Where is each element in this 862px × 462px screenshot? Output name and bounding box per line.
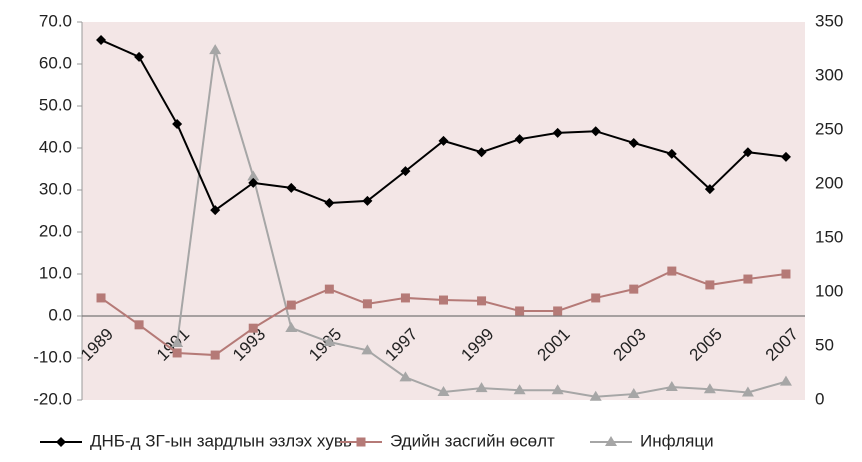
y2-tick-label: 200	[815, 173, 843, 192]
point	[56, 437, 66, 447]
point	[171, 336, 184, 347]
point	[247, 170, 260, 181]
point	[400, 166, 411, 177]
y-tick-label: 10.0	[39, 263, 72, 282]
y-tick-label: 0.0	[48, 305, 72, 324]
point	[248, 177, 259, 188]
point	[779, 375, 792, 386]
point	[476, 147, 487, 158]
point	[705, 280, 715, 290]
point	[513, 384, 526, 395]
point	[286, 300, 296, 310]
point	[134, 320, 144, 330]
y-tick-label: 20.0	[39, 221, 72, 240]
point	[210, 350, 220, 360]
point	[553, 306, 563, 316]
point	[324, 284, 334, 294]
point	[629, 284, 639, 294]
point	[666, 148, 677, 159]
point	[356, 437, 366, 447]
point	[323, 336, 336, 347]
y2-tick-label: 250	[815, 119, 843, 138]
point	[780, 151, 791, 162]
point	[172, 348, 182, 358]
legend-item: ДНБ-д ЗГ-ын зардлын эзлэх хувь	[40, 431, 352, 450]
point	[475, 382, 488, 393]
y-tick-label: 50.0	[39, 95, 72, 114]
point	[551, 384, 564, 395]
legend-label: Инфляци	[640, 431, 714, 450]
point	[742, 147, 753, 158]
y2-tick-label: 100	[815, 281, 843, 300]
point	[703, 383, 716, 394]
point	[743, 274, 753, 284]
y-tick-label: 40.0	[39, 137, 72, 156]
y-tick-label: -20.0	[33, 389, 72, 408]
point	[665, 381, 678, 392]
point	[96, 35, 107, 46]
point	[667, 266, 677, 276]
y2-tick-label: 350	[815, 11, 843, 30]
point	[286, 182, 297, 193]
point	[591, 293, 601, 303]
point	[209, 44, 222, 55]
point	[552, 127, 563, 138]
point	[627, 388, 640, 399]
point	[285, 321, 298, 332]
point	[590, 126, 601, 137]
point	[362, 195, 373, 206]
legend-label: ДНБ-д ЗГ-ын зардлын эзлэх хувь	[90, 431, 352, 450]
y-tick-label: 70.0	[39, 11, 72, 30]
plot-area	[82, 22, 805, 400]
point	[605, 436, 617, 446]
point	[477, 296, 487, 306]
legend-item: Инфляци	[590, 431, 714, 450]
point	[741, 386, 754, 397]
point	[781, 269, 791, 279]
point	[134, 51, 145, 62]
y2-tick-label: 0	[815, 389, 824, 408]
point	[399, 371, 412, 382]
y-tick-label: 30.0	[39, 179, 72, 198]
point	[589, 390, 602, 401]
point	[324, 198, 335, 209]
legend-item: Эдийн засгийн өсөлт	[340, 431, 555, 450]
point	[515, 306, 525, 316]
y-tick-label: 60.0	[39, 53, 72, 72]
legend-label: Эдийн засгийн өсөлт	[390, 431, 555, 450]
point	[514, 134, 525, 145]
point	[628, 137, 639, 148]
y2-tick-label: 50	[815, 335, 834, 354]
y2-tick-label: 300	[815, 65, 843, 84]
point	[400, 293, 410, 303]
point	[362, 299, 372, 309]
point	[248, 323, 258, 333]
point	[439, 295, 448, 305]
y-tick-label: -10.0	[33, 347, 72, 366]
point	[210, 205, 221, 216]
point	[438, 135, 449, 146]
point	[96, 293, 106, 303]
y2-tick-label: 150	[815, 227, 843, 246]
point	[704, 184, 715, 195]
point	[361, 344, 374, 355]
point	[172, 119, 183, 130]
point	[437, 386, 450, 397]
